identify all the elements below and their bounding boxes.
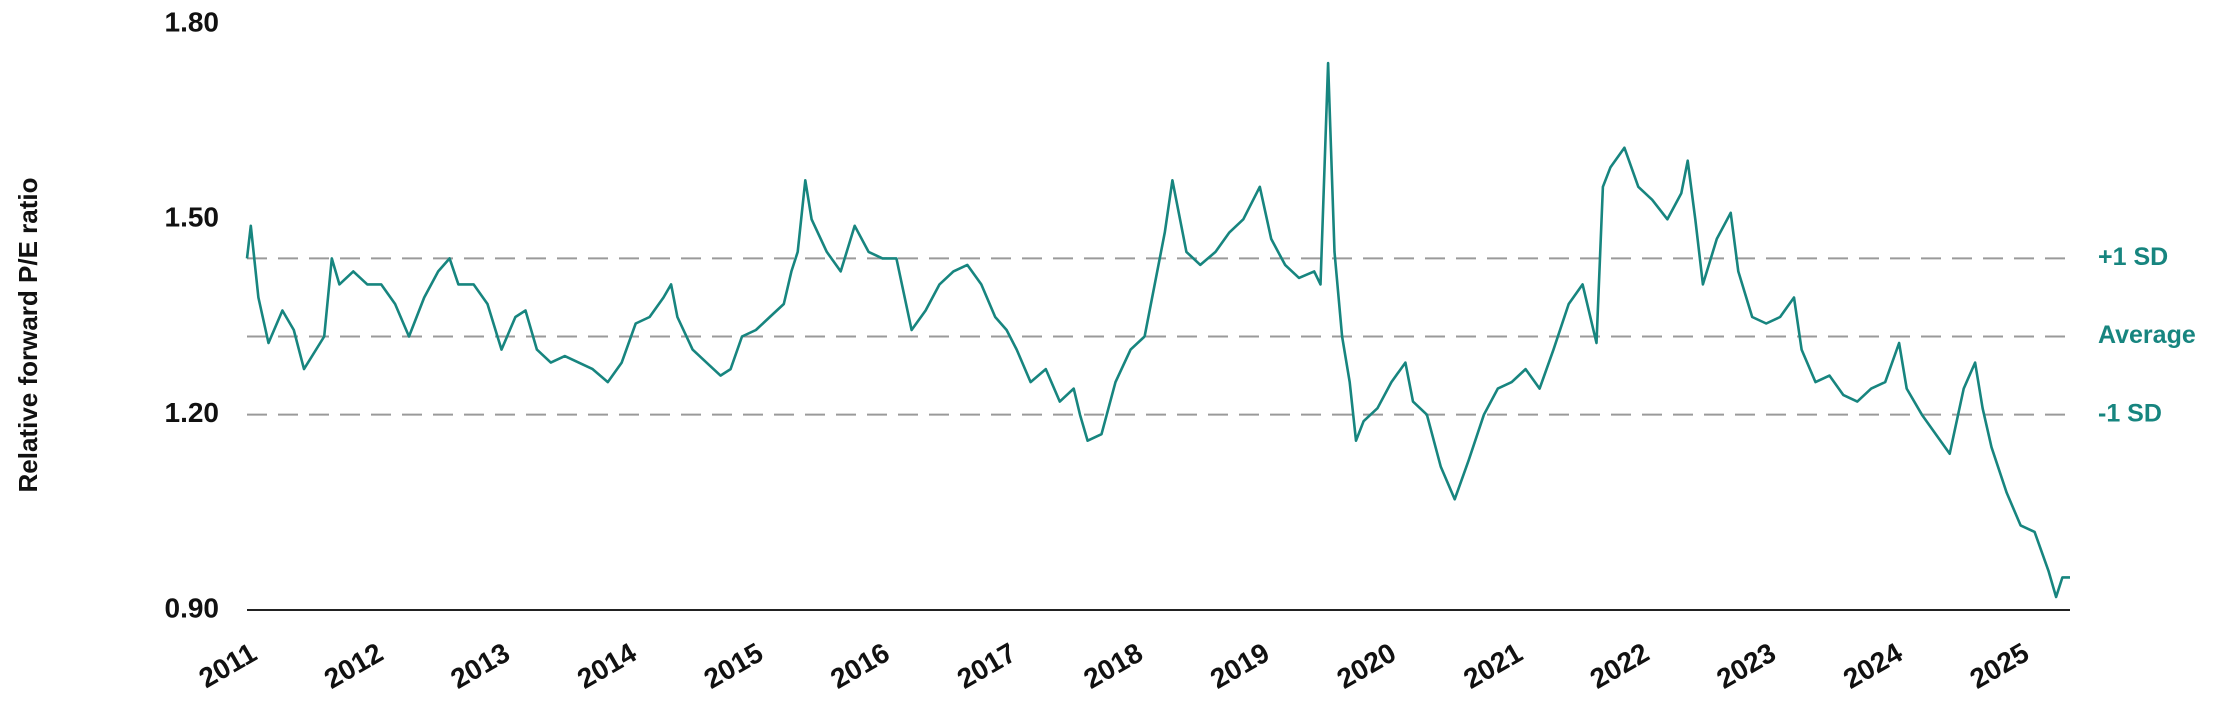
x-tick-label: 2020	[1332, 637, 1401, 695]
x-tick-label: 2021	[1458, 637, 1527, 695]
y-tick-label: 1.50	[165, 202, 220, 233]
x-tick-label: 2012	[319, 637, 388, 695]
reference-label: Average	[2098, 321, 2196, 349]
x-tick-label: 2022	[1585, 637, 1654, 695]
x-tick-label: 2025	[1965, 637, 2034, 695]
reference-label: +1 SD	[2098, 243, 2168, 271]
x-tick-label: 2011	[194, 637, 262, 694]
y-axis-title: Relative forward P/E ratio	[13, 178, 43, 493]
y-tick-label: 0.90	[165, 592, 220, 623]
x-tick-label: 2013	[445, 637, 514, 695]
x-tick-label: 2018	[1078, 637, 1147, 695]
reference-label: -1 SD	[2098, 399, 2162, 427]
x-tick-label: 2017	[952, 637, 1021, 695]
x-tick-label: 2024	[1838, 637, 1908, 695]
x-tick-label: 2016	[825, 637, 894, 695]
y-tick-label: 1.20	[165, 397, 220, 428]
x-tick-label: 2023	[1711, 637, 1780, 695]
x-tick-label: 2014	[572, 637, 642, 695]
x-tick-label: 2019	[1205, 637, 1274, 695]
data-line	[245, 61, 2070, 599]
y-tick-label: 1.80	[165, 6, 220, 37]
x-tick-label: 2015	[699, 637, 768, 695]
